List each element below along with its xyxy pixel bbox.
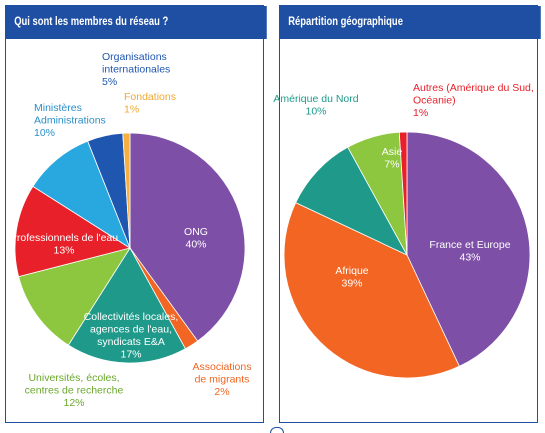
members-slice-name-3-1: centres de recherche bbox=[25, 385, 124, 397]
geography-slice-2 bbox=[295, 146, 408, 256]
members-slice-label-1: Associations de migrants 2% bbox=[193, 361, 252, 398]
geography-slice-value-4: 1% bbox=[413, 107, 428, 119]
geography-slice-1 bbox=[283, 202, 460, 379]
geography-slice-value-2: 10% bbox=[305, 106, 326, 118]
members-slice-name-0-0: ONG bbox=[184, 226, 208, 238]
members-slice-value-6: 5% bbox=[102, 76, 117, 88]
geography-slice-label-4: Autres (Amérique du Sud, Océanie) 1% bbox=[413, 82, 534, 119]
members-slice-name-5-1: Administrations bbox=[34, 115, 106, 127]
members-slice-label-7: Fondations 1% bbox=[124, 91, 176, 116]
members-slice-2 bbox=[67, 247, 186, 364]
geography-slice-value-3: 7% bbox=[384, 159, 399, 171]
members-slice-5 bbox=[32, 140, 131, 249]
members-slice-name-2-1: agences de l'eau, bbox=[90, 324, 172, 336]
members-slice-name-5-0: Ministères bbox=[34, 102, 82, 114]
members-slice-label-3: Universités, écoles, centres de recherche… bbox=[25, 372, 124, 409]
members-slice-value-2: 17% bbox=[120, 349, 141, 361]
members-slice-name-6-0: Organisations bbox=[102, 51, 167, 63]
members-slice-4 bbox=[14, 185, 131, 278]
members-slice-label-0: ONG 40% bbox=[184, 226, 208, 251]
members-slice-value-3: 12% bbox=[63, 397, 84, 409]
geography-slice-value-1: 39% bbox=[341, 278, 362, 290]
members-slice-7 bbox=[122, 132, 131, 249]
geography-slice-name-3-0: Asie bbox=[382, 146, 403, 158]
members-slice-label-2: Collectivités locales, agences de l'eau, s… bbox=[84, 311, 179, 361]
members-slice-label-6: Organisations internationales 5% bbox=[102, 51, 170, 88]
members-slice-name-4-0: Professionnels de l'eau bbox=[10, 232, 118, 244]
members-panel-title: Qui sont les membres du réseau ? bbox=[6, 6, 268, 39]
members-slice-name-3-0: Universités, écoles, bbox=[28, 372, 119, 384]
footer-tab-decoration bbox=[270, 427, 284, 433]
members-slice-value-5: 10% bbox=[34, 127, 55, 139]
members-slice-name-2-2: syndicats E&A bbox=[97, 336, 165, 348]
geography-slice-label-3: Asie 7% bbox=[382, 146, 403, 171]
members-slice-value-7: 1% bbox=[124, 104, 139, 116]
geography-slice-4 bbox=[398, 131, 408, 256]
members-slice-value-4: 13% bbox=[53, 245, 74, 257]
members-slice-3 bbox=[18, 247, 131, 346]
members-slice-name-1-0: Associations bbox=[193, 361, 252, 373]
geography-slice-name-4-0: Autres (Amérique du Sud, bbox=[413, 82, 534, 94]
members-slice-value-0: 40% bbox=[185, 239, 206, 251]
geography-slice-value-0: 43% bbox=[459, 252, 480, 264]
members-slice-name-6-1: internationales bbox=[102, 64, 170, 76]
members-slice-label-4: Professionnels de l'eau 13% bbox=[10, 232, 118, 257]
geography-slice-label-0: France et Europe 43% bbox=[429, 239, 510, 264]
geography-panel-title: Répartition géographique bbox=[280, 6, 542, 39]
members-slice-name-7-0: Fondations bbox=[124, 91, 176, 103]
members-slice-0 bbox=[129, 132, 246, 342]
geography-slice-name-0-0: France et Europe bbox=[429, 239, 510, 251]
members-slice-name-2-0: Collectivités locales, bbox=[84, 311, 179, 323]
geography-slice-0 bbox=[406, 131, 531, 367]
geography-slice-name-4-1: Océanie) bbox=[413, 95, 456, 107]
geography-slice-label-1: Afrique 39% bbox=[335, 265, 368, 290]
members-slice-name-1-1: de migrants bbox=[195, 374, 250, 386]
geography-slice-name-2-0: Amérique du Nord bbox=[273, 93, 358, 105]
members-slice-value-1: 2% bbox=[214, 386, 229, 398]
members-slice-label-5: Ministères Administrations 10% bbox=[34, 102, 106, 139]
geography-slice-name-1-0: Afrique bbox=[335, 265, 368, 277]
geography-slice-label-2: Amérique du Nord 10% bbox=[273, 93, 358, 118]
